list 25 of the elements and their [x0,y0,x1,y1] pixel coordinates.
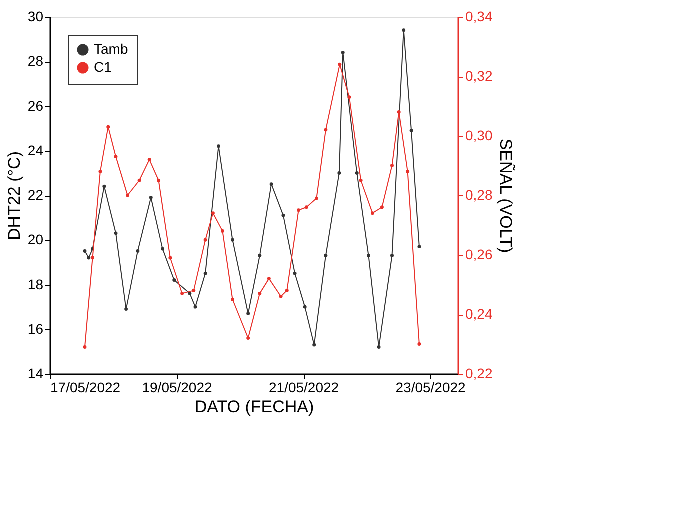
y2-tick-label: 0,30 [466,128,493,144]
y2-tick-label: 0,32 [466,68,493,84]
y-tick-label: 30 [28,8,44,24]
y-tick-label: 14 [28,366,44,382]
y2-tick-label: 0,24 [466,306,493,322]
y-tick-label: 26 [28,98,44,114]
x-axis-title: DATO (FECHA) [194,398,314,416]
y2-tick-label: 0,34 [466,8,493,24]
y-tick-label: 24 [28,142,44,158]
y2-tick-label: 0,22 [466,366,493,382]
y-tick-label: 18 [28,276,44,292]
legend-label: Tamb [94,41,128,57]
x-tick-label: 19/05/2022 [142,380,212,396]
y-tick-label: 28 [28,53,44,70]
y-tick-label: 16 [28,320,44,337]
y-tick-label: 20 [28,232,44,248]
x-tick-label: 21/05/2022 [268,380,340,396]
y-tick-label: 22 [28,187,44,203]
y-axis-title: DHT22 (°C) [4,152,24,240]
y2-tick-label: 0,26 [466,246,493,262]
x-tick-label: 17/05/2022 [50,380,121,396]
legend-label: C1 [94,59,112,75]
y2-tick-label: 0,28 [466,187,493,203]
y2-axis-title: SEÑAL (VOLT) [496,138,516,254]
x-tick-label: 23/05/2022 [396,380,466,396]
